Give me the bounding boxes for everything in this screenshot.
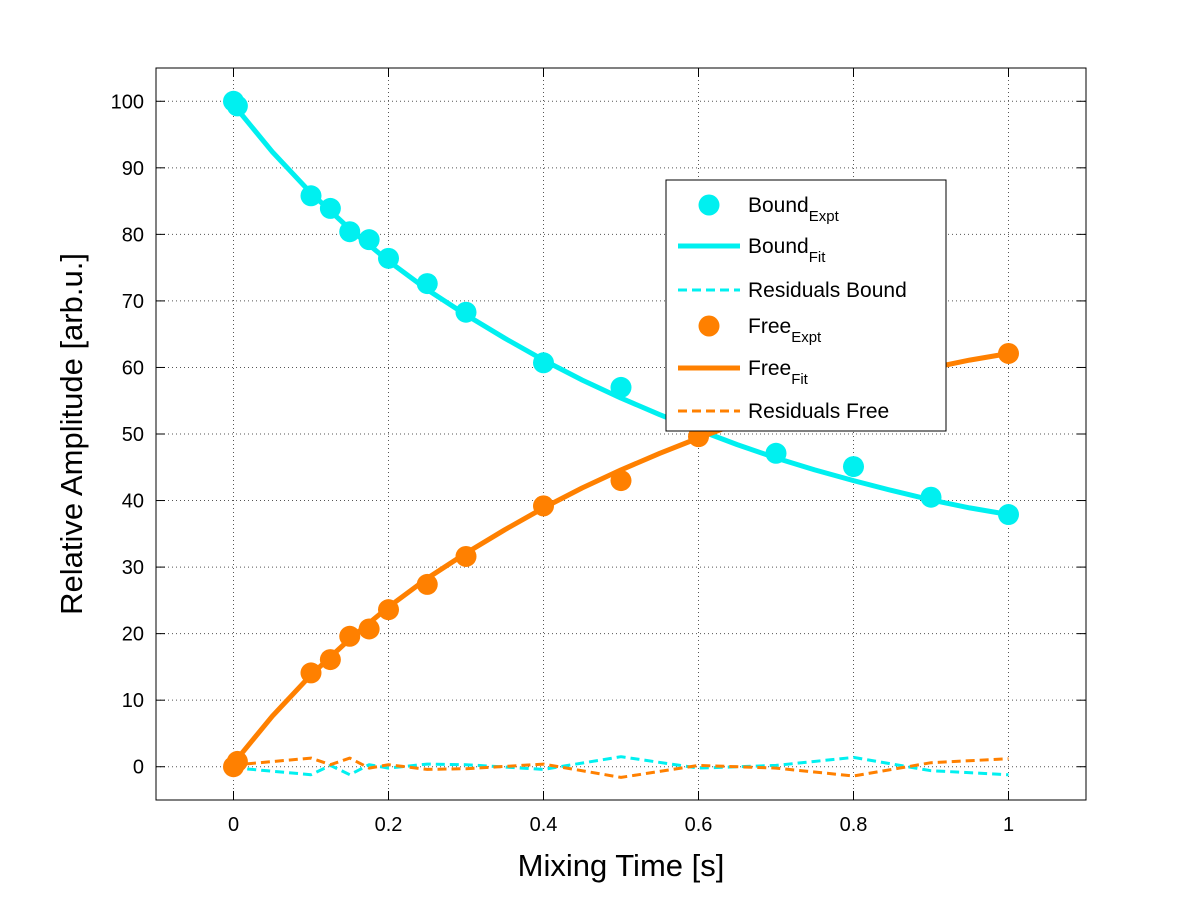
data-point [998, 342, 1019, 364]
x-axis-label: Mixing Time [s] [518, 848, 725, 883]
series-residuals-free [232, 756, 1009, 779]
axis-ticks [156, 68, 1086, 800]
legend-label-main: Free [748, 357, 791, 380]
data-point [319, 197, 341, 219]
y-tick-label: 40 [122, 491, 144, 513]
y-tick-label: 50 [122, 424, 144, 446]
legend-label: BoundExpt [748, 194, 840, 225]
data-point [416, 273, 438, 295]
y-tick-label: 20 [122, 624, 144, 646]
legend-label: BoundFit [748, 235, 826, 266]
legend-label-subscript: Expt [809, 208, 840, 225]
data-point [533, 495, 554, 517]
y-tick-label: 80 [122, 224, 144, 246]
data-point [998, 504, 1019, 526]
x-tick-label: 0 [228, 814, 239, 836]
legend-label-subscript: Fit [791, 371, 808, 388]
data-point [920, 486, 942, 508]
data-point [300, 185, 322, 207]
x-tick-label: 0.8 [840, 814, 868, 836]
data-point [416, 573, 438, 595]
data-point [339, 221, 361, 243]
legend-item-free-fit: FreeFit [678, 357, 809, 388]
x-tick-label: 0.6 [685, 814, 713, 836]
axes-frame [155, 67, 1087, 801]
data-point [358, 618, 380, 640]
y-tick-label: 90 [122, 158, 144, 180]
legend-label-subscript: Expt [791, 329, 822, 346]
residual-line [232, 755, 1009, 777]
y-tick-label: 70 [122, 291, 144, 313]
legend-label-main: Residuals Bound [748, 279, 907, 302]
data-point [300, 662, 322, 684]
data-point [533, 352, 554, 374]
data-point [455, 301, 477, 323]
legend-label-subscript: Fit [809, 249, 826, 266]
residual-line [232, 756, 1009, 779]
y-tick-label: 100 [111, 91, 144, 113]
data-point [378, 247, 399, 269]
legend-label-main: Residuals Free [748, 400, 889, 423]
data-point [843, 456, 864, 478]
y-tick-label: 60 [122, 357, 144, 379]
legend-item-bound-fit: BoundFit [678, 235, 826, 266]
legend-label-main: Bound [748, 194, 809, 217]
legend-label: Residuals Free [748, 400, 889, 423]
x-tick-label: 0.2 [375, 814, 403, 836]
legend-label-main: Bound [748, 235, 809, 258]
y-tick-label: 30 [122, 557, 144, 579]
data-point [378, 599, 399, 621]
legend-label-main: Free [748, 315, 791, 338]
legend-label: Residuals Bound [748, 279, 907, 302]
legend-item-residuals-free: Residuals Free [678, 400, 889, 423]
series-residuals-bound [232, 755, 1009, 777]
data-point [455, 545, 477, 567]
grid [156, 68, 1086, 800]
legend-item-bound-expt: BoundExpt [698, 194, 840, 225]
y-axis-label: Relative Amplitude [arb.u.] [54, 253, 89, 615]
legend-box [665, 179, 947, 432]
legend-label: FreeFit [748, 357, 809, 388]
legend-label: FreeExpt [748, 315, 822, 346]
y-tick-label: 10 [122, 690, 144, 712]
data-point [765, 442, 787, 464]
legend-item-free-expt: FreeExpt [698, 315, 822, 346]
y-tick-label: 0 [133, 757, 144, 779]
legend-marker [698, 315, 720, 337]
data-point [610, 376, 632, 398]
x-tick-label: 0.4 [530, 814, 558, 836]
data-point [339, 625, 361, 647]
data-point [319, 649, 341, 671]
data-point [226, 95, 248, 117]
x-tick-label: 1 [1003, 814, 1014, 836]
data-point [358, 229, 380, 251]
legend-marker [698, 194, 720, 216]
data-point [226, 750, 248, 772]
legend-item-residuals-bound: Residuals Bound [678, 279, 907, 302]
data-point [610, 470, 632, 492]
